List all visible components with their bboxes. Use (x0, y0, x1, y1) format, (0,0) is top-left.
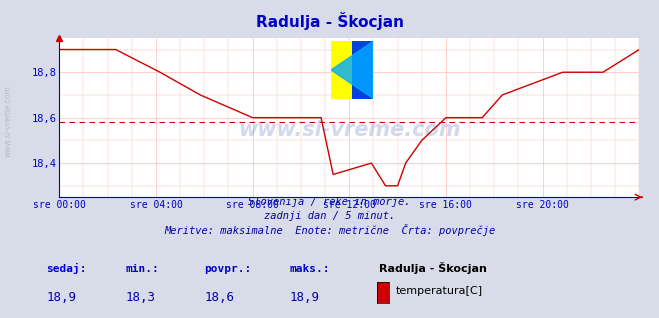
Text: maks.:: maks.: (290, 264, 330, 274)
Text: Slovenija / reke in morje.: Slovenija / reke in morje. (248, 197, 411, 207)
Text: zadnji dan / 5 minut.: zadnji dan / 5 minut. (264, 211, 395, 221)
Text: min.:: min.: (125, 264, 159, 274)
Text: Radulja - Škocjan: Radulja - Škocjan (256, 12, 403, 30)
Text: 18,6: 18,6 (204, 291, 235, 303)
Text: www.si-vreme.com: www.si-vreme.com (3, 85, 13, 157)
Text: temperatura[C]: temperatura[C] (395, 286, 482, 296)
Text: 18,9: 18,9 (46, 291, 76, 303)
Text: Meritve: maksimalne  Enote: metrične  Črta: povprečje: Meritve: maksimalne Enote: metrične Črta… (164, 224, 495, 236)
Text: 18,9: 18,9 (290, 291, 320, 303)
Polygon shape (331, 41, 373, 99)
Text: 18,3: 18,3 (125, 291, 156, 303)
Text: Radulja - Škocjan: Radulja - Škocjan (379, 262, 487, 274)
Text: www.si-vreme.com: www.si-vreme.com (238, 121, 461, 140)
Text: povpr.:: povpr.: (204, 264, 252, 274)
Text: sedaj:: sedaj: (46, 263, 86, 274)
